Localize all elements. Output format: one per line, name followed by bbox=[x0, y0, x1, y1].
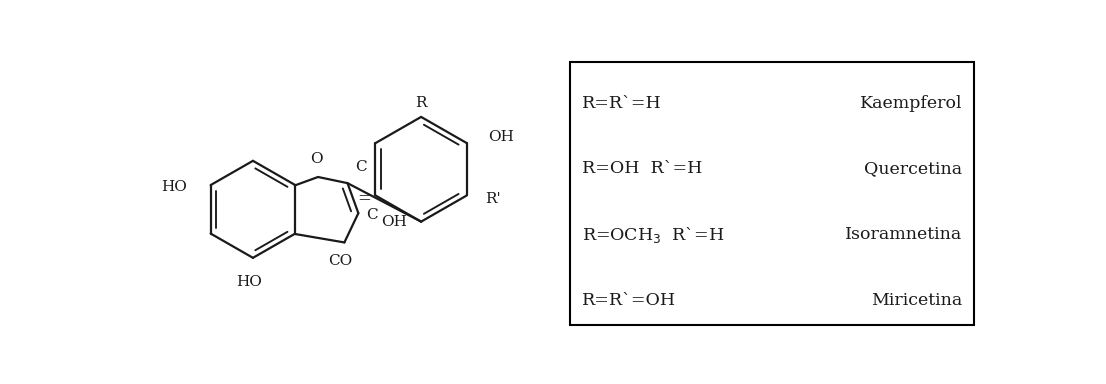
Bar bbox=[571, 62, 974, 326]
Text: O: O bbox=[310, 152, 323, 166]
Text: CO: CO bbox=[328, 254, 353, 268]
Text: HO: HO bbox=[161, 180, 187, 194]
Text: R=R`=OH: R=R`=OH bbox=[582, 292, 676, 309]
Text: R: R bbox=[416, 96, 427, 110]
Text: OH: OH bbox=[382, 215, 407, 229]
Text: C: C bbox=[366, 208, 378, 222]
Text: R=OH  R`=H: R=OH R`=H bbox=[582, 161, 702, 177]
Text: Isoramnetina: Isoramnetina bbox=[845, 226, 962, 243]
Text: HO: HO bbox=[237, 275, 262, 289]
Text: =: = bbox=[357, 190, 371, 207]
Text: Quercetina: Quercetina bbox=[864, 161, 962, 177]
Text: C: C bbox=[355, 160, 367, 174]
Text: R=R`=H: R=R`=H bbox=[582, 94, 661, 112]
Text: R=OCH$_3$  R`=H: R=OCH$_3$ R`=H bbox=[582, 225, 724, 245]
Text: Miricetina: Miricetina bbox=[872, 292, 962, 309]
Text: Kaempferol: Kaempferol bbox=[859, 94, 962, 112]
Text: R': R' bbox=[486, 192, 501, 206]
Text: OH: OH bbox=[489, 130, 514, 144]
